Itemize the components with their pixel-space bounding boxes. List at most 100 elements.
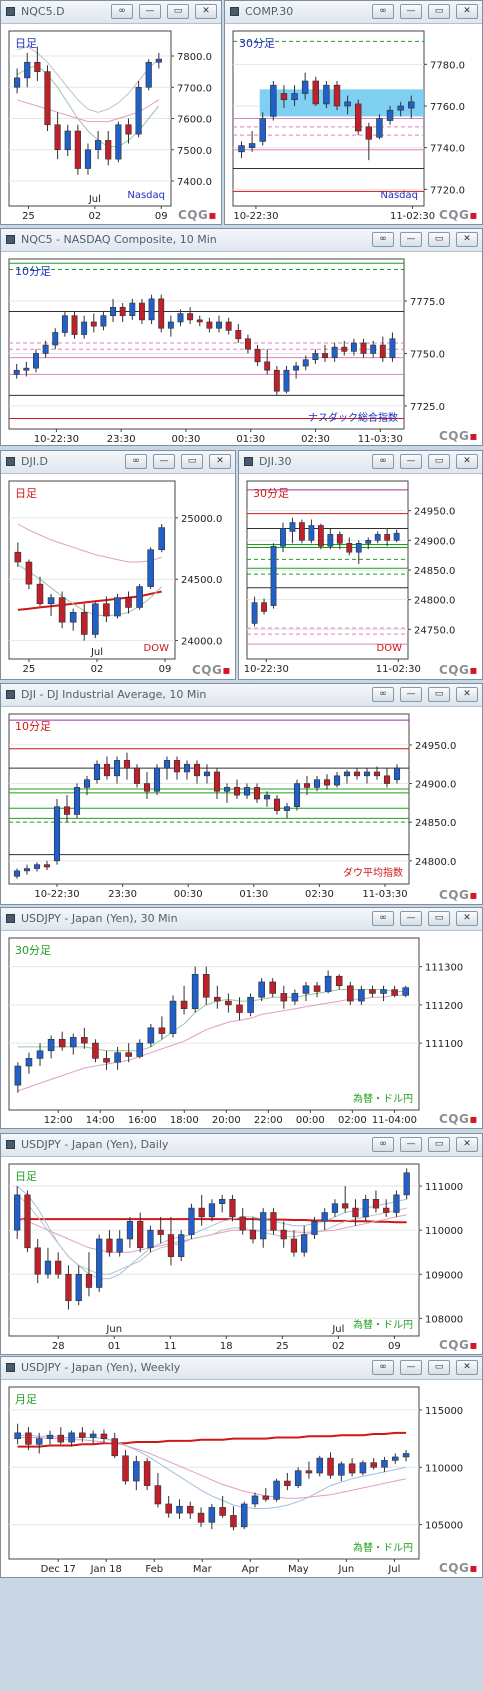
- close-button[interactable]: ✕: [456, 454, 478, 469]
- candle[interactable]: [223, 783, 231, 803]
- candle[interactable]: [167, 1216, 175, 1266]
- window-menu-icon[interactable]: [6, 914, 15, 923]
- candle[interactable]: [25, 1427, 32, 1451]
- candle[interactable]: [301, 1225, 308, 1257]
- candle[interactable]: [253, 783, 261, 803]
- chart-window-dji-daily[interactable]: DJI.D ∞ — ▭ ✕ 24000.0 24500.0 25000.0 日足 DOW 25 02 J…: [0, 450, 236, 680]
- close-button[interactable]: ✕: [456, 1137, 478, 1152]
- candle[interactable]: [291, 85, 298, 106]
- candle[interactable]: [291, 989, 299, 1005]
- candle[interactable]: [81, 1027, 88, 1049]
- candle[interactable]: [89, 1430, 97, 1445]
- candle[interactable]: [197, 1507, 205, 1527]
- candle[interactable]: [119, 303, 126, 322]
- window-menu-icon[interactable]: [6, 235, 15, 244]
- candle[interactable]: [280, 985, 288, 1009]
- candle[interactable]: [176, 1499, 183, 1519]
- candle[interactable]: [75, 1265, 82, 1306]
- window-title-bar[interactable]: NQC5.D ∞ — ▭ ✕: [1, 1, 221, 24]
- candle[interactable]: [83, 775, 91, 796]
- chart-window-dji-10min[interactable]: DJI - DJ Industrial Average, 10 Min ∞ — ▭ ✕ 2…: [0, 683, 483, 905]
- candle[interactable]: [69, 608, 77, 631]
- chart-window-usdjpy-weekly[interactable]: USDJPY - Japan (Yen), Weekly ∞ — ▭ ✕ 105000 11…: [0, 1356, 483, 1578]
- candlestick-chart[interactable]: 24000.0 24500.0 25000.0 日足 DOW 25 02 Jul 09: [1, 473, 235, 679]
- candle[interactable]: [14, 1423, 21, 1445]
- chart-window-comp-30[interactable]: COMP.30 ∞ — ▭ ✕ 7720.0 7740.0 7760.0 7780.0 30分足 N…: [224, 0, 483, 225]
- candle[interactable]: [317, 523, 324, 550]
- candle[interactable]: [336, 531, 343, 550]
- candle[interactable]: [34, 1238, 41, 1284]
- candle[interactable]: [13, 868, 21, 879]
- window-title-bar[interactable]: DJI - DJ Industrial Average, 10 Min ∞ — ▭ ✕: [1, 684, 482, 707]
- candle[interactable]: [352, 1199, 359, 1226]
- candle[interactable]: [305, 1461, 313, 1479]
- candle[interactable]: [147, 1225, 154, 1253]
- candle[interactable]: [280, 85, 288, 109]
- candle[interactable]: [167, 315, 174, 337]
- minimize-button[interactable]: —: [400, 4, 422, 19]
- candle[interactable]: [122, 1450, 129, 1485]
- candle[interactable]: [230, 1506, 237, 1531]
- window-title-bar[interactable]: DJI.30 ∞ — ▭ ✕: [239, 451, 482, 474]
- candle[interactable]: [14, 1186, 21, 1239]
- candle[interactable]: [65, 1265, 72, 1310]
- candlestick-chart[interactable]: 24750.0 24800.0 24850.0 24900.0 24950.0 30分足 D…: [239, 473, 482, 679]
- candle[interactable]: [402, 1450, 410, 1462]
- candle[interactable]: [313, 775, 321, 792]
- candle[interactable]: [187, 307, 194, 325]
- candle[interactable]: [408, 95, 415, 119]
- candle[interactable]: [188, 1203, 195, 1239]
- candle[interactable]: [96, 1234, 103, 1292]
- candle[interactable]: [55, 1252, 62, 1279]
- candle[interactable]: [248, 131, 256, 152]
- candle[interactable]: [23, 864, 31, 875]
- candle[interactable]: [100, 311, 107, 331]
- candle[interactable]: [342, 1186, 349, 1213]
- candle[interactable]: [333, 81, 341, 111]
- candle[interactable]: [363, 768, 371, 784]
- candle[interactable]: [135, 81, 142, 138]
- window-menu-icon[interactable]: [6, 7, 15, 16]
- candle[interactable]: [125, 591, 132, 614]
- candle[interactable]: [136, 1039, 144, 1059]
- chart-window-usdjpy-30[interactable]: USDJPY - Japan (Yen), 30 Min ∞ — ▭ ✕ 111100 11…: [0, 907, 483, 1129]
- candle[interactable]: [270, 543, 277, 609]
- candle[interactable]: [389, 332, 396, 362]
- candle[interactable]: [369, 985, 376, 998]
- candle[interactable]: [24, 52, 31, 88]
- candle[interactable]: [180, 985, 188, 1015]
- plot-area[interactable]: [8, 1163, 420, 1337]
- chart-window-dji-30[interactable]: DJI.30 ∞ — ▭ ✕ 24750.0 24800.0 24850.0 24900.0 24…: [238, 450, 483, 680]
- window-menu-icon[interactable]: [230, 7, 239, 16]
- candle[interactable]: [354, 99, 362, 136]
- candle[interactable]: [243, 783, 251, 799]
- candle[interactable]: [136, 584, 143, 610]
- candle[interactable]: [163, 756, 171, 780]
- window-title-bar[interactable]: NQC5 - NASDAQ Composite, 10 Min ∞ — ▭ ✕: [1, 229, 482, 252]
- candle[interactable]: [350, 338, 357, 356]
- candle[interactable]: [147, 1024, 155, 1047]
- link-icon[interactable]: ∞: [372, 454, 394, 469]
- candle[interactable]: [202, 966, 210, 1005]
- candle[interactable]: [143, 1458, 151, 1491]
- candle[interactable]: [143, 771, 151, 799]
- chart-window-usdjpy-daily[interactable]: USDJPY - Japan (Yen), Daily ∞ — ▭ ✕ 108000 109…: [0, 1133, 483, 1355]
- candle[interactable]: [327, 528, 334, 550]
- candle[interactable]: [111, 1432, 119, 1459]
- candle[interactable]: [381, 1456, 388, 1472]
- window-title-bar[interactable]: USDJPY - Japan (Yen), 30 Min ∞ — ▭ ✕: [1, 908, 482, 931]
- candle[interactable]: [273, 366, 280, 396]
- candle[interactable]: [14, 1062, 22, 1093]
- minimize-button[interactable]: —: [153, 454, 175, 469]
- link-icon[interactable]: ∞: [111, 4, 133, 19]
- candle[interactable]: [64, 124, 71, 156]
- candle[interactable]: [53, 799, 61, 865]
- close-button[interactable]: ✕: [456, 1360, 478, 1375]
- candle[interactable]: [260, 1208, 267, 1248]
- candle[interactable]: [148, 294, 155, 325]
- candle[interactable]: [289, 517, 296, 544]
- candle[interactable]: [153, 764, 161, 796]
